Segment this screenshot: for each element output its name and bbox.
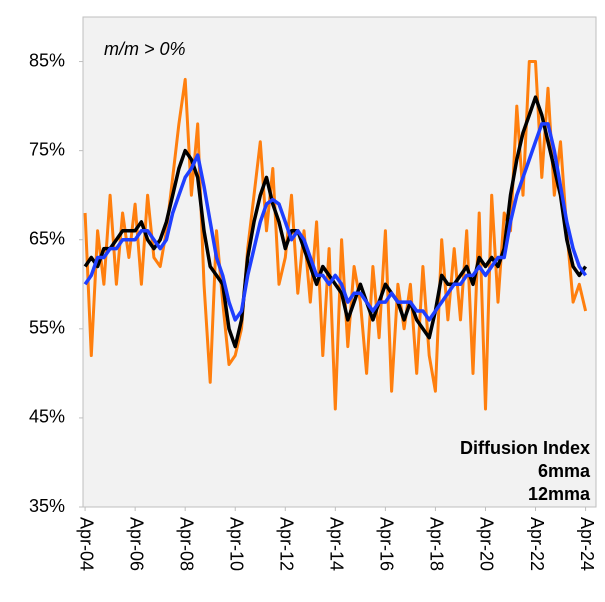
x-tick-label: Apr-22 [527, 517, 547, 571]
legend-label: Diffusion Index [460, 438, 590, 458]
y-tick-label: 55% [29, 318, 65, 338]
y-tick-label: 45% [29, 407, 65, 427]
x-tick-label: Apr-18 [427, 517, 447, 571]
x-tick-label: Apr-24 [577, 517, 597, 571]
y-tick-label: 35% [29, 496, 65, 516]
x-tick-label: Apr-10 [226, 517, 246, 571]
x-tick-label: Apr-14 [327, 517, 347, 571]
x-tick-label: Apr-16 [377, 517, 397, 571]
x-tick-label: Apr-08 [176, 517, 196, 571]
x-tick-label: Apr-04 [76, 517, 96, 571]
series-line [83, 122, 588, 322]
x-tick-label: Apr-20 [477, 517, 497, 571]
y-tick-label: 85% [29, 50, 65, 70]
annotation: m/m > 0% [104, 39, 186, 59]
lines [83, 60, 588, 411]
legend-label: 12mma [528, 484, 591, 504]
y-tick-label: 75% [29, 139, 65, 159]
y-tick-label: 65% [29, 228, 65, 248]
x-tick-label: Apr-06 [126, 517, 146, 571]
legend-label: 6mma [538, 461, 591, 481]
series-line [83, 95, 588, 349]
x-tick-label: Apr-12 [277, 517, 297, 571]
